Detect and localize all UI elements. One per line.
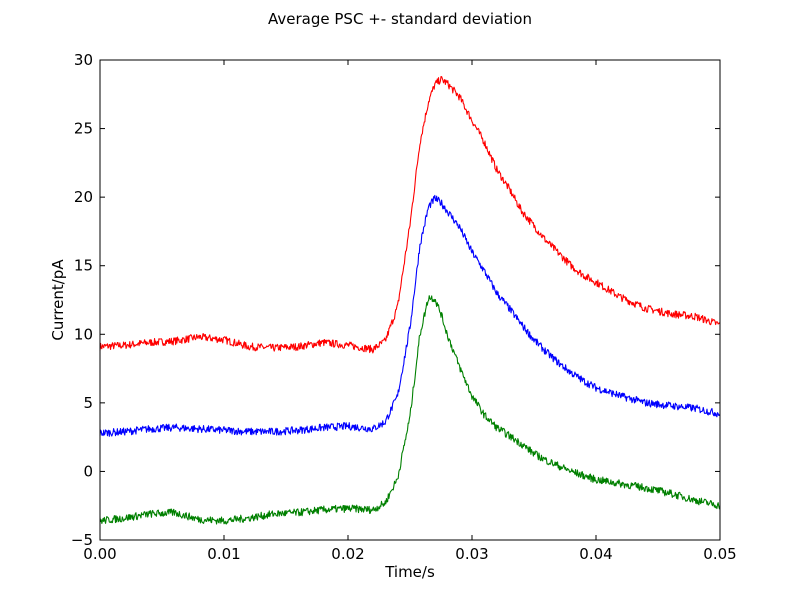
series-line-1 (99, 75, 721, 354)
x-tick-label: 0.05 (703, 545, 736, 563)
x-tick-label: 0.04 (579, 545, 612, 563)
tick-layer: 0.00 0.01 0.02 0.03 0.04 0.05 −5 0 5 10 15 20 25 30 (71, 51, 737, 563)
x-tick-label: 0.01 (207, 545, 240, 563)
x-axis-label: Time/s (384, 563, 435, 581)
y-tick-label: 0 (83, 462, 93, 480)
series-line-2 (99, 194, 721, 437)
plot-frame (99, 59, 721, 541)
chart-title: Average PSC +- standard deviation (268, 10, 532, 28)
y-tick-label: 10 (74, 325, 93, 343)
x-tick-label: 0.00 (83, 545, 116, 563)
y-tick-label: 5 (83, 394, 93, 412)
x-tick-label: 0.02 (331, 545, 364, 563)
y-tick-label: −5 (71, 531, 93, 549)
y-tick-label: 15 (74, 257, 93, 275)
y-tick-label: 20 (74, 188, 93, 206)
series-line-3 (99, 295, 721, 525)
y-tick-label: 25 (74, 120, 93, 138)
series-layer (99, 75, 721, 525)
x-tick-label: 0.03 (455, 545, 488, 563)
y-tick-label: 30 (74, 51, 93, 69)
y-axis-label: Current/pA (49, 259, 67, 341)
